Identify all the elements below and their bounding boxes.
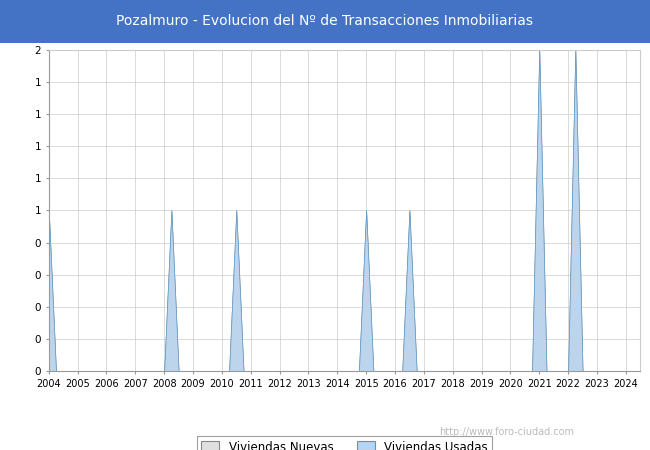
Text: http://www.foro-ciudad.com: http://www.foro-ciudad.com <box>439 427 575 437</box>
Text: Pozalmuro - Evolucion del Nº de Transacciones Inmobiliarias: Pozalmuro - Evolucion del Nº de Transacc… <box>116 14 534 28</box>
Legend: Viviendas Nuevas, Viviendas Usadas: Viviendas Nuevas, Viviendas Usadas <box>197 436 492 450</box>
